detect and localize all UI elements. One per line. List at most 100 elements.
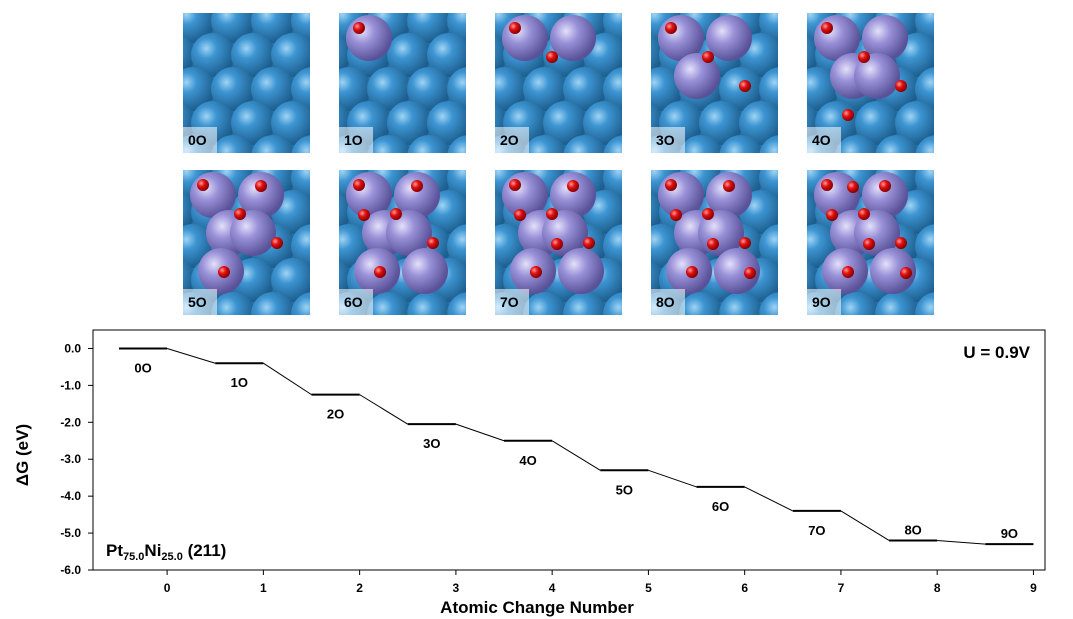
structure-panel <box>599 0 823 179</box>
pt-atom <box>367 292 411 336</box>
o-atom <box>271 237 283 249</box>
pt-atom <box>835 292 879 336</box>
pt-atom <box>935 190 979 234</box>
pt-atom <box>779 0 823 9</box>
y-tick-label: -4.0 <box>60 489 81 503</box>
pt-atom <box>935 0 979 9</box>
pt-atom <box>855 0 899 9</box>
y-tick-label: -6.0 <box>60 563 81 577</box>
y-axis-title: ΔG (eV) <box>13 424 32 486</box>
o-atom <box>509 179 521 191</box>
o-atom <box>900 267 912 279</box>
o-atom <box>546 208 558 220</box>
structure-panel <box>443 122 667 336</box>
pt-atom <box>875 292 919 336</box>
structure-panel <box>287 122 511 336</box>
pt-atom <box>131 0 175 43</box>
y-tick-label: 0.0 <box>64 341 81 355</box>
panel-label: 9O <box>812 294 831 310</box>
level-label: 3O <box>423 436 440 451</box>
structure-panel <box>599 122 823 336</box>
o-atom <box>218 266 230 278</box>
panel-label: 3O <box>656 132 675 148</box>
pt-atom <box>583 0 627 9</box>
o-atom <box>723 180 735 192</box>
o-atom <box>567 180 579 192</box>
pt-atom <box>935 33 979 77</box>
o-atom <box>514 209 526 221</box>
pt-atom <box>543 0 587 9</box>
pt-atom <box>935 122 979 166</box>
level-label: 9O <box>1001 526 1018 541</box>
y-tick-label: -3.0 <box>60 452 81 466</box>
o-atom <box>842 109 854 121</box>
system-label-part: 25.0 <box>161 551 182 563</box>
panel-label: 1O <box>344 132 363 148</box>
pt-atom <box>659 0 703 9</box>
o-atom <box>390 208 402 220</box>
o-atom <box>530 266 542 278</box>
system-label-part: (211) <box>183 541 226 560</box>
pt-atom <box>407 292 451 336</box>
o-atom <box>895 237 907 249</box>
y-tick-label: -1.0 <box>60 378 81 392</box>
o-atom <box>821 179 833 191</box>
o-atom <box>670 209 682 221</box>
o-atom <box>665 179 677 191</box>
o-atom <box>707 238 719 250</box>
level-label: 6O <box>712 499 729 514</box>
pt-atom <box>759 292 803 336</box>
panel-label: 6O <box>344 294 363 310</box>
annotation: U = 0.9V <box>963 343 1030 362</box>
pt-atom <box>307 0 351 9</box>
panel-label: 2O <box>500 132 519 148</box>
figure: 0O1O2O3O4O5O6O7O8O9O Atomic Change Numbe… <box>0 0 1073 619</box>
o-atom <box>546 51 558 63</box>
level-label: 7O <box>808 523 825 538</box>
ni-atom <box>558 248 604 294</box>
o-atom <box>411 180 423 192</box>
y-tick-label: -2.0 <box>60 415 81 429</box>
pt-atom <box>603 292 647 336</box>
pt-atom <box>719 292 763 336</box>
x-tick-label: 2 <box>356 581 363 595</box>
system-label-part: Pt <box>106 541 123 560</box>
pt-atom <box>131 156 175 200</box>
x-tick-label: 9 <box>1030 581 1037 595</box>
pt-atom <box>347 0 391 9</box>
o-atom <box>739 80 751 92</box>
o-atom <box>739 237 751 249</box>
o-atom <box>744 267 756 279</box>
connector <box>167 348 215 363</box>
panel-label: 5O <box>188 294 207 310</box>
level-label: 0O <box>134 360 151 375</box>
pt-atom <box>619 0 663 9</box>
y-tick-label: -5.0 <box>60 526 81 540</box>
o-atom <box>509 22 521 34</box>
pt-atom <box>447 292 491 336</box>
structure-panel <box>131 0 355 179</box>
o-atom <box>858 208 870 220</box>
o-atom <box>821 22 833 34</box>
x-tick-label: 7 <box>838 581 845 595</box>
o-atom <box>358 209 370 221</box>
structure-panel <box>287 0 511 179</box>
pt-atom <box>679 292 723 336</box>
system-label: Pt75.0Ni25.0 (211) <box>106 541 226 563</box>
pt-atom <box>131 135 175 179</box>
pt-atom <box>699 0 743 9</box>
ni-atom <box>502 15 548 61</box>
o-atom <box>427 237 439 249</box>
pt-atom <box>915 292 959 336</box>
pt-atom <box>623 0 667 9</box>
system-label-part: 75.0 <box>123 551 144 563</box>
o-atom <box>353 22 365 34</box>
connector <box>841 511 889 541</box>
x-tick-label: 8 <box>934 581 941 595</box>
o-atom <box>702 51 714 63</box>
panel-label: 8O <box>656 294 675 310</box>
level-label: 8O <box>904 522 921 537</box>
plot-frame <box>93 330 1045 570</box>
x-tick-label: 4 <box>549 581 556 595</box>
